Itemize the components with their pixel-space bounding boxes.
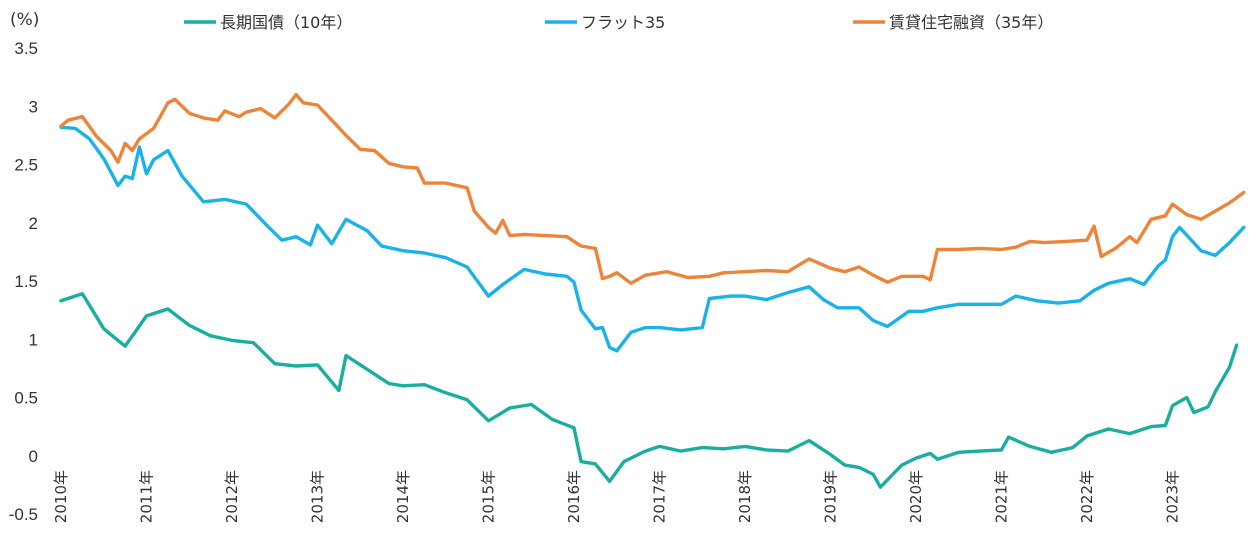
y-tick-label: 3 — [29, 97, 38, 116]
legend-item: フラット35 — [545, 13, 665, 32]
y-tick-label: 0 — [29, 447, 38, 466]
legend-item: 賃貸住宅融資（35年） — [853, 13, 1053, 32]
legend-item: 長期国債（10年） — [184, 13, 352, 32]
legend-label: 賃貸住宅融資（35年） — [889, 13, 1053, 32]
y-tick-label: 2.5 — [14, 156, 38, 175]
x-tick-label: 2019年 — [822, 470, 840, 523]
x-tick-label: 2022年 — [1078, 470, 1096, 523]
series-line — [59, 125, 1246, 353]
legend-label: 長期国債（10年） — [220, 13, 352, 32]
x-tick-label: 2023年 — [1164, 470, 1182, 523]
plot-area — [59, 92, 1246, 489]
x-tick-label: 2014年 — [394, 470, 412, 523]
y-axis: -0.5 0 0.5 1 1.5 2 2.5 3 3.5 — [9, 39, 38, 524]
y-tick-label: 1 — [29, 330, 38, 349]
x-tick-label: 2010年 — [52, 470, 70, 523]
y-tick-label: 0.5 — [14, 389, 38, 408]
x-axis: 2010年 2011年 2012年 2013年 2014年 2015年 2016年 2017年… — [52, 470, 1182, 523]
x-tick-label: 2013年 — [309, 470, 327, 523]
x-tick-label: 2016年 — [565, 470, 583, 523]
y-axis-unit: (%) — [10, 10, 39, 30]
y-tick-label: 2 — [29, 214, 38, 233]
legend: 長期国債（10年） フラット35 賃貸住宅融資（35年） — [184, 13, 1053, 32]
y-tick-label: 3.5 — [14, 39, 38, 58]
x-tick-label: 2011年 — [138, 470, 156, 523]
y-tick-label: 1.5 — [14, 272, 38, 291]
legend-label: フラット35 — [581, 13, 665, 32]
x-tick-label: 2015年 — [480, 470, 498, 523]
series-line — [59, 92, 1246, 285]
series-line — [59, 292, 1239, 489]
x-tick-label: 2017年 — [651, 470, 669, 523]
x-tick-label: 2018年 — [736, 470, 754, 523]
x-tick-label: 2012年 — [223, 470, 241, 523]
x-tick-label: 2020年 — [907, 470, 925, 523]
y-tick-label: -0.5 — [9, 505, 38, 524]
x-tick-label: 2021年 — [993, 470, 1011, 523]
